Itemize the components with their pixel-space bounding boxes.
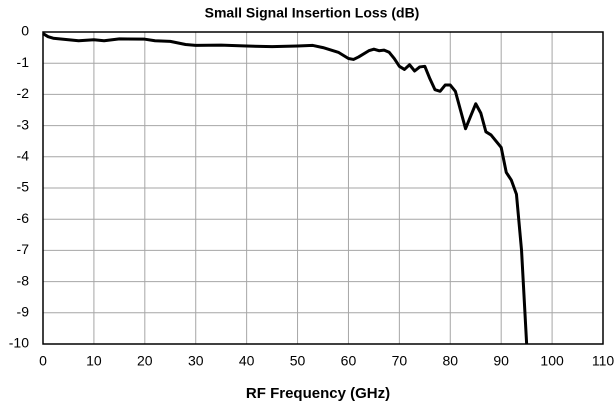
y-tick-label: -7 bbox=[17, 241, 30, 257]
y-tick-label: -10 bbox=[9, 335, 29, 351]
y-tick-label: 0 bbox=[21, 23, 29, 39]
x-tick-label: 80 bbox=[442, 353, 458, 369]
x-tick-label: 50 bbox=[290, 353, 306, 369]
plot-border bbox=[42, 31, 604, 345]
y-tick-label: -8 bbox=[17, 272, 30, 288]
x-tick-label: 70 bbox=[392, 353, 408, 369]
x-axis-label: RF Frequency (GHz) bbox=[246, 385, 390, 402]
x-tick-label: 20 bbox=[137, 353, 153, 369]
y-tick-label: -9 bbox=[17, 304, 30, 320]
x-tick-label: 30 bbox=[188, 353, 204, 369]
y-tick-label: -3 bbox=[17, 116, 30, 132]
chart-title: Small Signal Insertion Loss (dB) bbox=[205, 5, 420, 21]
x-tick-label: 40 bbox=[239, 353, 255, 369]
x-tick-label: 10 bbox=[86, 353, 102, 369]
x-tick-label: 90 bbox=[493, 353, 509, 369]
y-tick-label: -6 bbox=[17, 210, 30, 226]
y-tick-label: -5 bbox=[17, 179, 30, 195]
x-tick-label: 100 bbox=[540, 353, 564, 369]
x-tick-label: 60 bbox=[341, 353, 357, 369]
y-tick-label: -2 bbox=[17, 85, 30, 101]
y-tick-label: -4 bbox=[17, 148, 30, 164]
x-tick-label: 0 bbox=[39, 353, 47, 369]
x-tick-label: 110 bbox=[592, 353, 615, 369]
y-tick-label: -1 bbox=[17, 54, 30, 70]
data-line bbox=[42, 32, 529, 345]
